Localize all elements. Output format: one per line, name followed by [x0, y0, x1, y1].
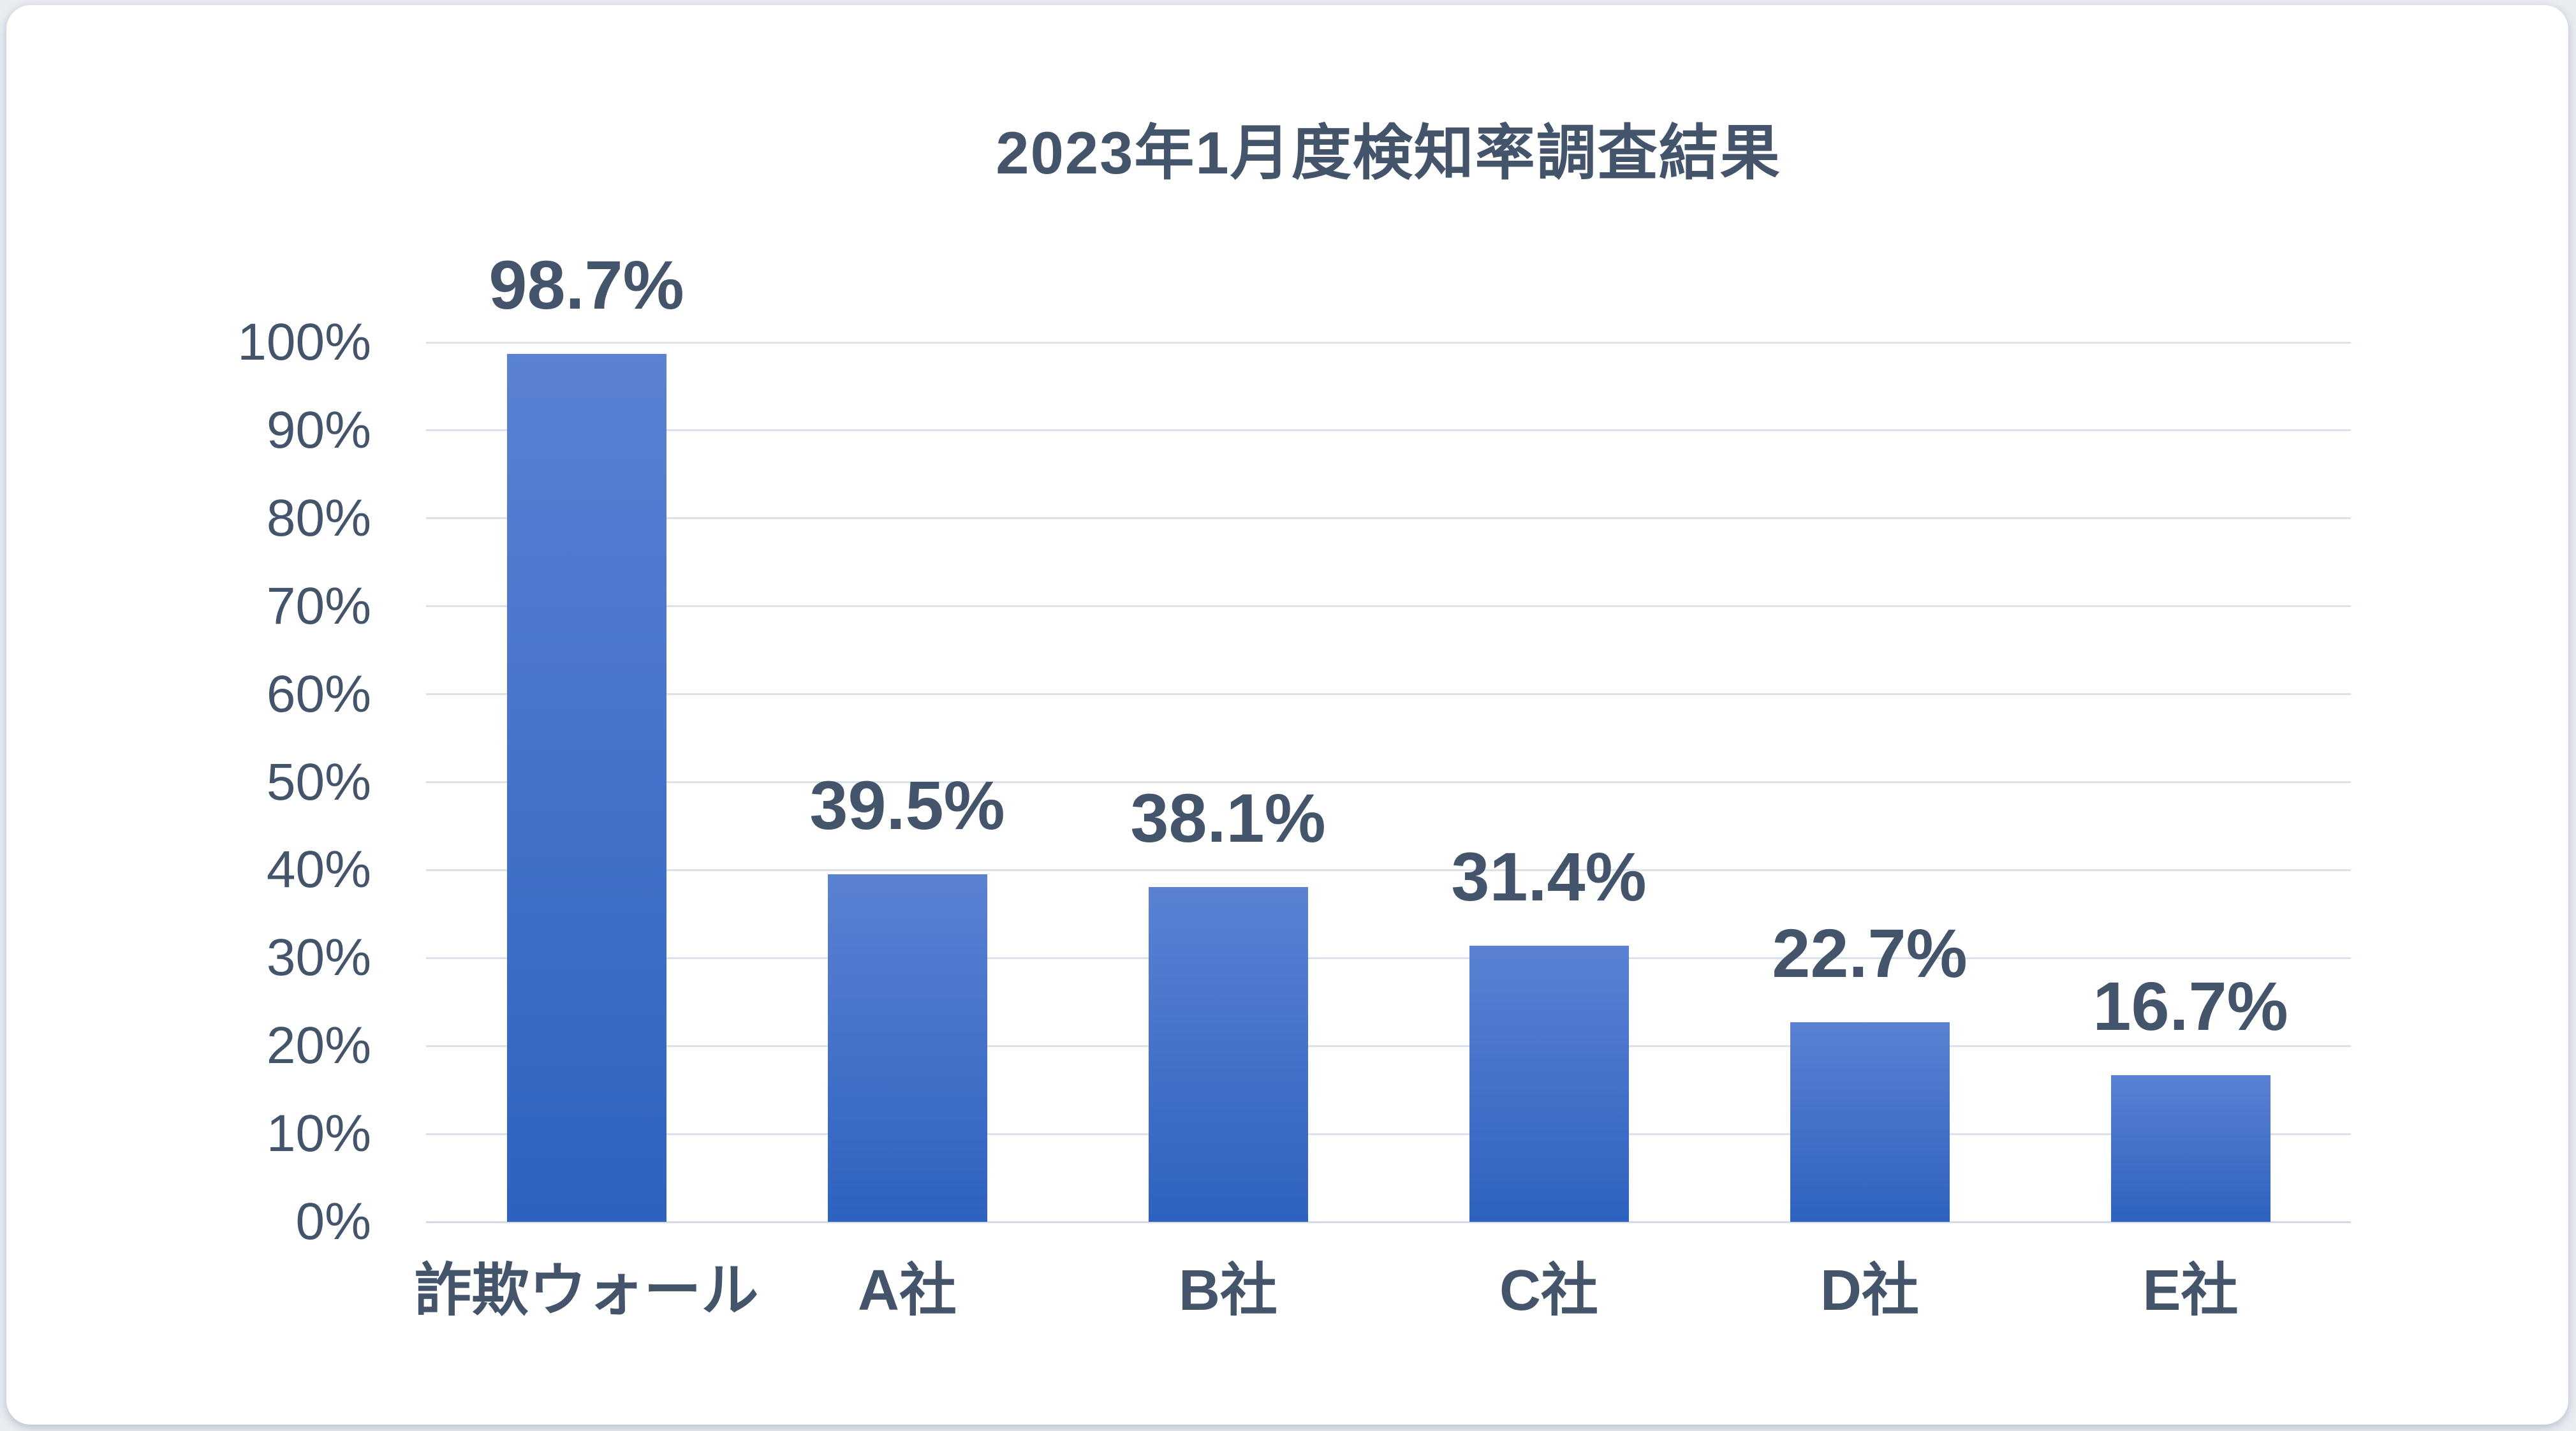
y-tick-label: 40%: [266, 840, 371, 899]
gridline: [426, 1133, 2351, 1135]
bar-value-label: 16.7%: [2093, 967, 2288, 1045]
y-tick-label: 100%: [237, 313, 371, 371]
gridline: [426, 781, 2351, 783]
gridline: [426, 1045, 2351, 1047]
bar: [827, 874, 987, 1222]
chart-card: 2023年1月度検知率調査結果 0% 10% 20% 30% 40% 50% 60% 70% 8…: [6, 5, 2568, 1425]
y-tick-label: 20%: [266, 1016, 371, 1075]
y-tick-label: 60%: [266, 664, 371, 723]
y-tick-label: 30%: [266, 928, 371, 987]
y-tick-label: 10%: [266, 1104, 371, 1163]
bar: [1469, 946, 1629, 1222]
bar-value-label: 31.4%: [1451, 838, 1647, 915]
x-axis-line: [426, 1221, 2351, 1223]
bar: [2110, 1075, 2271, 1222]
bar-value-label: 38.1%: [1130, 779, 1326, 856]
plot-area: 0% 10% 20% 30% 40% 50% 60% 70% 80% 90% 100% 98.7% 詐欺…: [237, 250, 2351, 1323]
gridline: [426, 517, 2351, 520]
x-axis-label: A社: [858, 1259, 957, 1323]
y-tick-label: 50%: [266, 752, 371, 811]
y-tick-label: 80%: [266, 488, 371, 547]
bar: [506, 353, 666, 1222]
x-axis-label: D社: [1820, 1259, 1919, 1323]
gridline: [426, 605, 2351, 608]
bar-value-label: 98.7%: [489, 246, 684, 323]
x-axis-label: E社: [2142, 1259, 2239, 1323]
y-tick-label: 90%: [266, 400, 371, 459]
gridline: [426, 869, 2351, 871]
gridline: [426, 429, 2351, 432]
x-axis-label: B社: [1179, 1259, 1277, 1323]
bar: [1790, 1022, 1950, 1222]
bar-value-label: 39.5%: [809, 767, 1005, 844]
y-tick-label: 70%: [266, 576, 371, 635]
y-tick-label: 0%: [295, 1192, 371, 1251]
chart-title: 2023年1月度検知率調査結果: [996, 119, 1781, 186]
bar: [1148, 886, 1308, 1222]
x-axis-label: C社: [1499, 1259, 1598, 1323]
gridline: [426, 693, 2351, 696]
gridline: [426, 341, 2351, 344]
x-axis-label: 詐欺ウォール: [414, 1259, 759, 1323]
gridline: [426, 957, 2351, 959]
bar-value-label: 22.7%: [1772, 914, 1968, 992]
